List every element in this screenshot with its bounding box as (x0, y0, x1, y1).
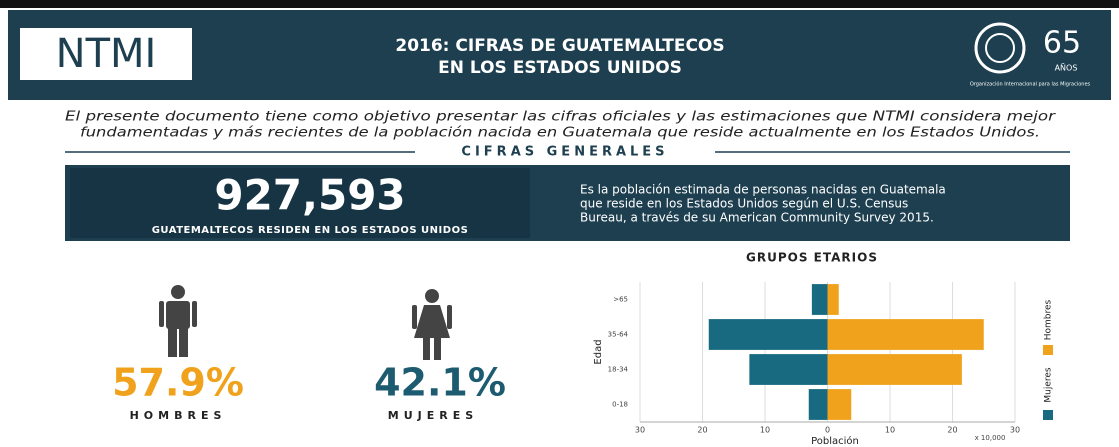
headline-number: 927,593 (214, 171, 405, 220)
legend-label: Hombres (1044, 299, 1054, 340)
logo-box (20, 28, 192, 80)
woman-icon (412, 289, 452, 360)
header-title: EN LOS ESTADOS UNIDOS (438, 58, 682, 78)
top-strip (0, 0, 1119, 8)
section-title: CIFRAS GENERALES (461, 145, 668, 160)
x-tick-label: 0 (825, 426, 830, 435)
x-tick-label: 10 (885, 426, 895, 435)
legend-swatch (1043, 410, 1053, 420)
chart-title: GRUPOS ETARIOS (746, 251, 878, 265)
x-tick-label: 20 (947, 426, 957, 435)
headline-text: Es la población estimada de personas nac… (580, 183, 946, 197)
x-tick-label: 30 (1010, 426, 1020, 435)
bar (708, 319, 828, 350)
y-tick-label: >65 (613, 296, 628, 304)
header-title: 2016: CIFRAS DE GUATEMALTECOS (395, 36, 724, 56)
stat-label: HOMBRES (130, 409, 227, 422)
x-tick-label: 10 (760, 426, 770, 435)
x-unit: x 10,000 (975, 434, 1006, 442)
bar (827, 319, 984, 350)
logo: NTMI (56, 31, 157, 77)
badge-globe (974, 22, 1026, 74)
bar (811, 284, 828, 315)
headline-box (70, 168, 530, 238)
bar (808, 389, 828, 420)
headline-caption: GUATEMALTECOS RESIDEN EN LOS ESTADOS UNI… (152, 225, 469, 236)
man-icon (159, 285, 197, 357)
bar (827, 284, 839, 315)
y-tick-label: 18-34 (608, 366, 629, 374)
bar (827, 354, 962, 385)
intro: fundamentadas y más recientes de la pobl… (80, 126, 1040, 141)
intro: El presente documento tiene como objetiv… (65, 110, 1057, 125)
stat-value: 57.9% (112, 361, 244, 405)
x-tick-label: 20 (697, 426, 707, 435)
legend-label: Mujeres (1044, 367, 1054, 403)
y-tick-label: 0-18 (612, 401, 628, 409)
bar (749, 354, 828, 385)
badge-sub: AÑOS (1055, 63, 1078, 73)
badge-globe (985, 33, 1015, 63)
badge-number: 65 (1043, 26, 1081, 61)
x-tick-label: 30 (635, 426, 645, 435)
badge-org: Organización Internacional para las Migr… (970, 81, 1091, 88)
y-tick-label: 35-64 (608, 331, 629, 339)
headline-text: que reside en los Estados Unidos según e… (580, 197, 908, 211)
stat-value: 42.1% (374, 361, 506, 405)
bar (827, 389, 852, 420)
headline-text: Bureau, a través de su American Communit… (580, 211, 934, 225)
y-axis-label: Edad (593, 339, 604, 364)
stat-label: MUJERES (388, 409, 478, 422)
legend-swatch (1043, 345, 1053, 355)
x-axis-label: Población (811, 435, 859, 447)
